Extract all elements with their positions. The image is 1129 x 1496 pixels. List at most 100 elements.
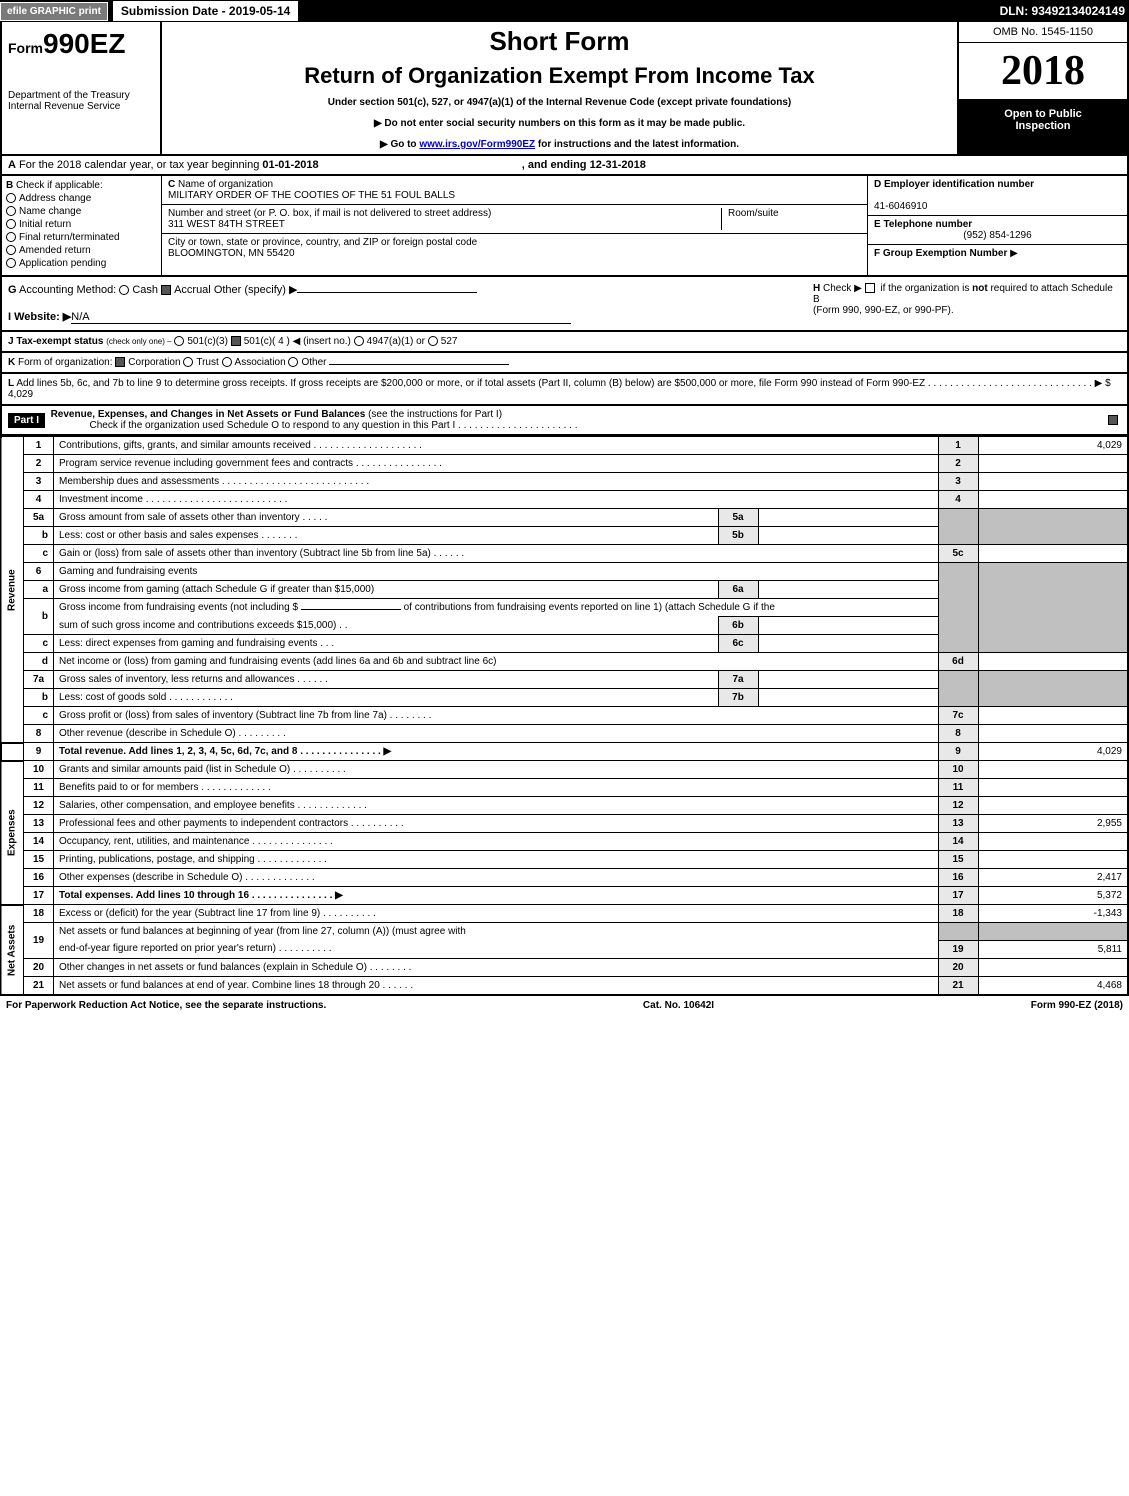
b-opt-pending[interactable]: Application pending [6, 258, 157, 269]
right-val [978, 958, 1128, 976]
table-row: 5a Gross amount from sale of assets othe… [1, 509, 1128, 527]
table-row: 15 Printing, publications, postage, and … [1, 851, 1128, 869]
line-desc: Excess or (deficit) for the year (Subtra… [54, 905, 939, 923]
section-k: K Form of organization: Corporation Trus… [0, 353, 1129, 374]
arrow-line-1: ▶ Do not enter social security numbers o… [166, 118, 953, 129]
k-opt-1: Trust [196, 357, 218, 368]
line-num: 12 [24, 797, 54, 815]
d-label: D Employer identification number [874, 179, 1034, 190]
checkbox-icon[interactable] [865, 283, 875, 293]
c-street-row: Number and street (or P. O. box, if mail… [162, 205, 867, 234]
right-num: 12 [938, 797, 978, 815]
section-c: C Name of organization MILITARY ORDER OF… [162, 176, 867, 275]
line-num: 11 [24, 779, 54, 797]
part1-check-text: Check if the organization used Schedule … [89, 420, 455, 431]
j-opt3: 4947(a)(1) or [367, 336, 425, 347]
checkbox-icon[interactable] [1108, 415, 1118, 425]
right-num: 11 [938, 779, 978, 797]
checkbox-icon[interactable] [115, 357, 125, 367]
mid-num: 6b [718, 617, 758, 635]
radio-icon[interactable] [428, 336, 438, 346]
right-num: 1 [938, 437, 978, 455]
line-num: 19 [24, 923, 54, 959]
line-desc: Less: direct expenses from gaming and fu… [54, 635, 719, 653]
line-num: 6 [24, 563, 54, 581]
g-row: G Accounting Method: Cash Accrual Other … [8, 283, 801, 296]
header-left: Form990EZ Department of the Treasury Int… [2, 22, 162, 154]
right-num: 13 [938, 815, 978, 833]
shaded-cell [938, 923, 978, 941]
a-begin: 01-01-2018 [262, 159, 318, 171]
radio-icon[interactable] [174, 336, 184, 346]
radio-icon[interactable] [354, 336, 364, 346]
right-num: 7c [938, 707, 978, 725]
omb-number: OMB No. 1545-1150 [959, 22, 1127, 43]
h-text4: (Form 990, 990-EZ, or 990-PF). [813, 305, 954, 316]
efile-print-button[interactable]: efile GRAPHIC print [0, 2, 108, 21]
mid-val [758, 671, 938, 689]
line-num: 4 [24, 491, 54, 509]
checkbox-icon[interactable] [161, 285, 171, 295]
right-val [978, 833, 1128, 851]
b-opt-initial[interactable]: Initial return [6, 219, 157, 230]
line-num: b [24, 527, 54, 545]
line-desc: Net assets or fund balances at end of ye… [54, 976, 939, 995]
b-opt-address[interactable]: Address change [6, 193, 157, 204]
mid-num: 6a [718, 581, 758, 599]
subtitle: Under section 501(c), 527, or 4947(a)(1)… [166, 97, 953, 108]
b-opt-amended[interactable]: Amended return [6, 245, 157, 256]
b-opt-final[interactable]: Final return/terminated [6, 232, 157, 243]
right-val [978, 707, 1128, 725]
side-netassets: Net Assets [1, 905, 24, 995]
right-num: 21 [938, 976, 978, 995]
i-value: N/A [71, 311, 89, 323]
right-num: 2 [938, 455, 978, 473]
line-num: 3 [24, 473, 54, 491]
radio-icon[interactable] [288, 357, 298, 367]
j-sub: (check only one) ‒ [106, 337, 171, 346]
b-opt-name[interactable]: Name change [6, 206, 157, 217]
line-desc: Membership dues and assessments . . . . … [54, 473, 939, 491]
label-l: L [8, 378, 14, 389]
table-row: 20 Other changes in net assets or fund b… [1, 958, 1128, 976]
radio-icon[interactable] [119, 285, 129, 295]
e-phone: E Telephone number (952) 854-1296 [868, 216, 1127, 245]
g-other: Other (specify) ▶ [214, 284, 298, 296]
i-row: I Website: ▶N/A [8, 310, 801, 324]
mid-val [758, 689, 938, 707]
f-arrow: ▶ [1010, 248, 1018, 259]
line-desc: Program service revenue including govern… [54, 455, 939, 473]
right-val [978, 455, 1128, 473]
c-name: MILITARY ORDER OF THE COOTIES OF THE 51 … [168, 190, 455, 201]
l6b-post: of contributions from fundraising events… [401, 602, 775, 613]
line-desc: Less: cost or other basis and sales expe… [54, 527, 719, 545]
right-val [978, 851, 1128, 869]
l6b-pre: Gross income from fundraising events (no… [59, 602, 301, 613]
shaded-cell [938, 563, 978, 653]
department: Department of the Treasury Internal Reve… [8, 90, 154, 112]
part1-sub: (see the instructions for Part I) [368, 409, 502, 420]
radio-icon[interactable] [183, 357, 193, 367]
right-val: 4,029 [978, 743, 1128, 761]
dept-irs: Internal Revenue Service [8, 101, 154, 112]
line-num: 14 [24, 833, 54, 851]
line-num: b [24, 689, 54, 707]
table-row: Revenue 1 Contributions, gifts, grants, … [1, 437, 1128, 455]
checkbox-icon[interactable] [231, 336, 241, 346]
right-num: 10 [938, 761, 978, 779]
radio-icon[interactable] [222, 357, 232, 367]
right-val [978, 779, 1128, 797]
right-num: 14 [938, 833, 978, 851]
line-num: 18 [24, 905, 54, 923]
mid-num: 7b [718, 689, 758, 707]
line-desc: Total revenue. Add lines 1, 2, 3, 4, 5c,… [54, 743, 939, 761]
submission-date: Submission Date - 2019-05-14 [112, 0, 299, 22]
j-opt1: 501(c)(3) [187, 336, 228, 347]
radio-icon [6, 206, 16, 216]
label-b: B [6, 180, 13, 191]
irs-link[interactable]: www.irs.gov/Form990EZ [419, 139, 535, 150]
right-val: 5,372 [978, 887, 1128, 905]
k-opt-2: Association [235, 357, 286, 368]
table-row: 8 Other revenue (describe in Schedule O)… [1, 725, 1128, 743]
line-num: c [24, 707, 54, 725]
